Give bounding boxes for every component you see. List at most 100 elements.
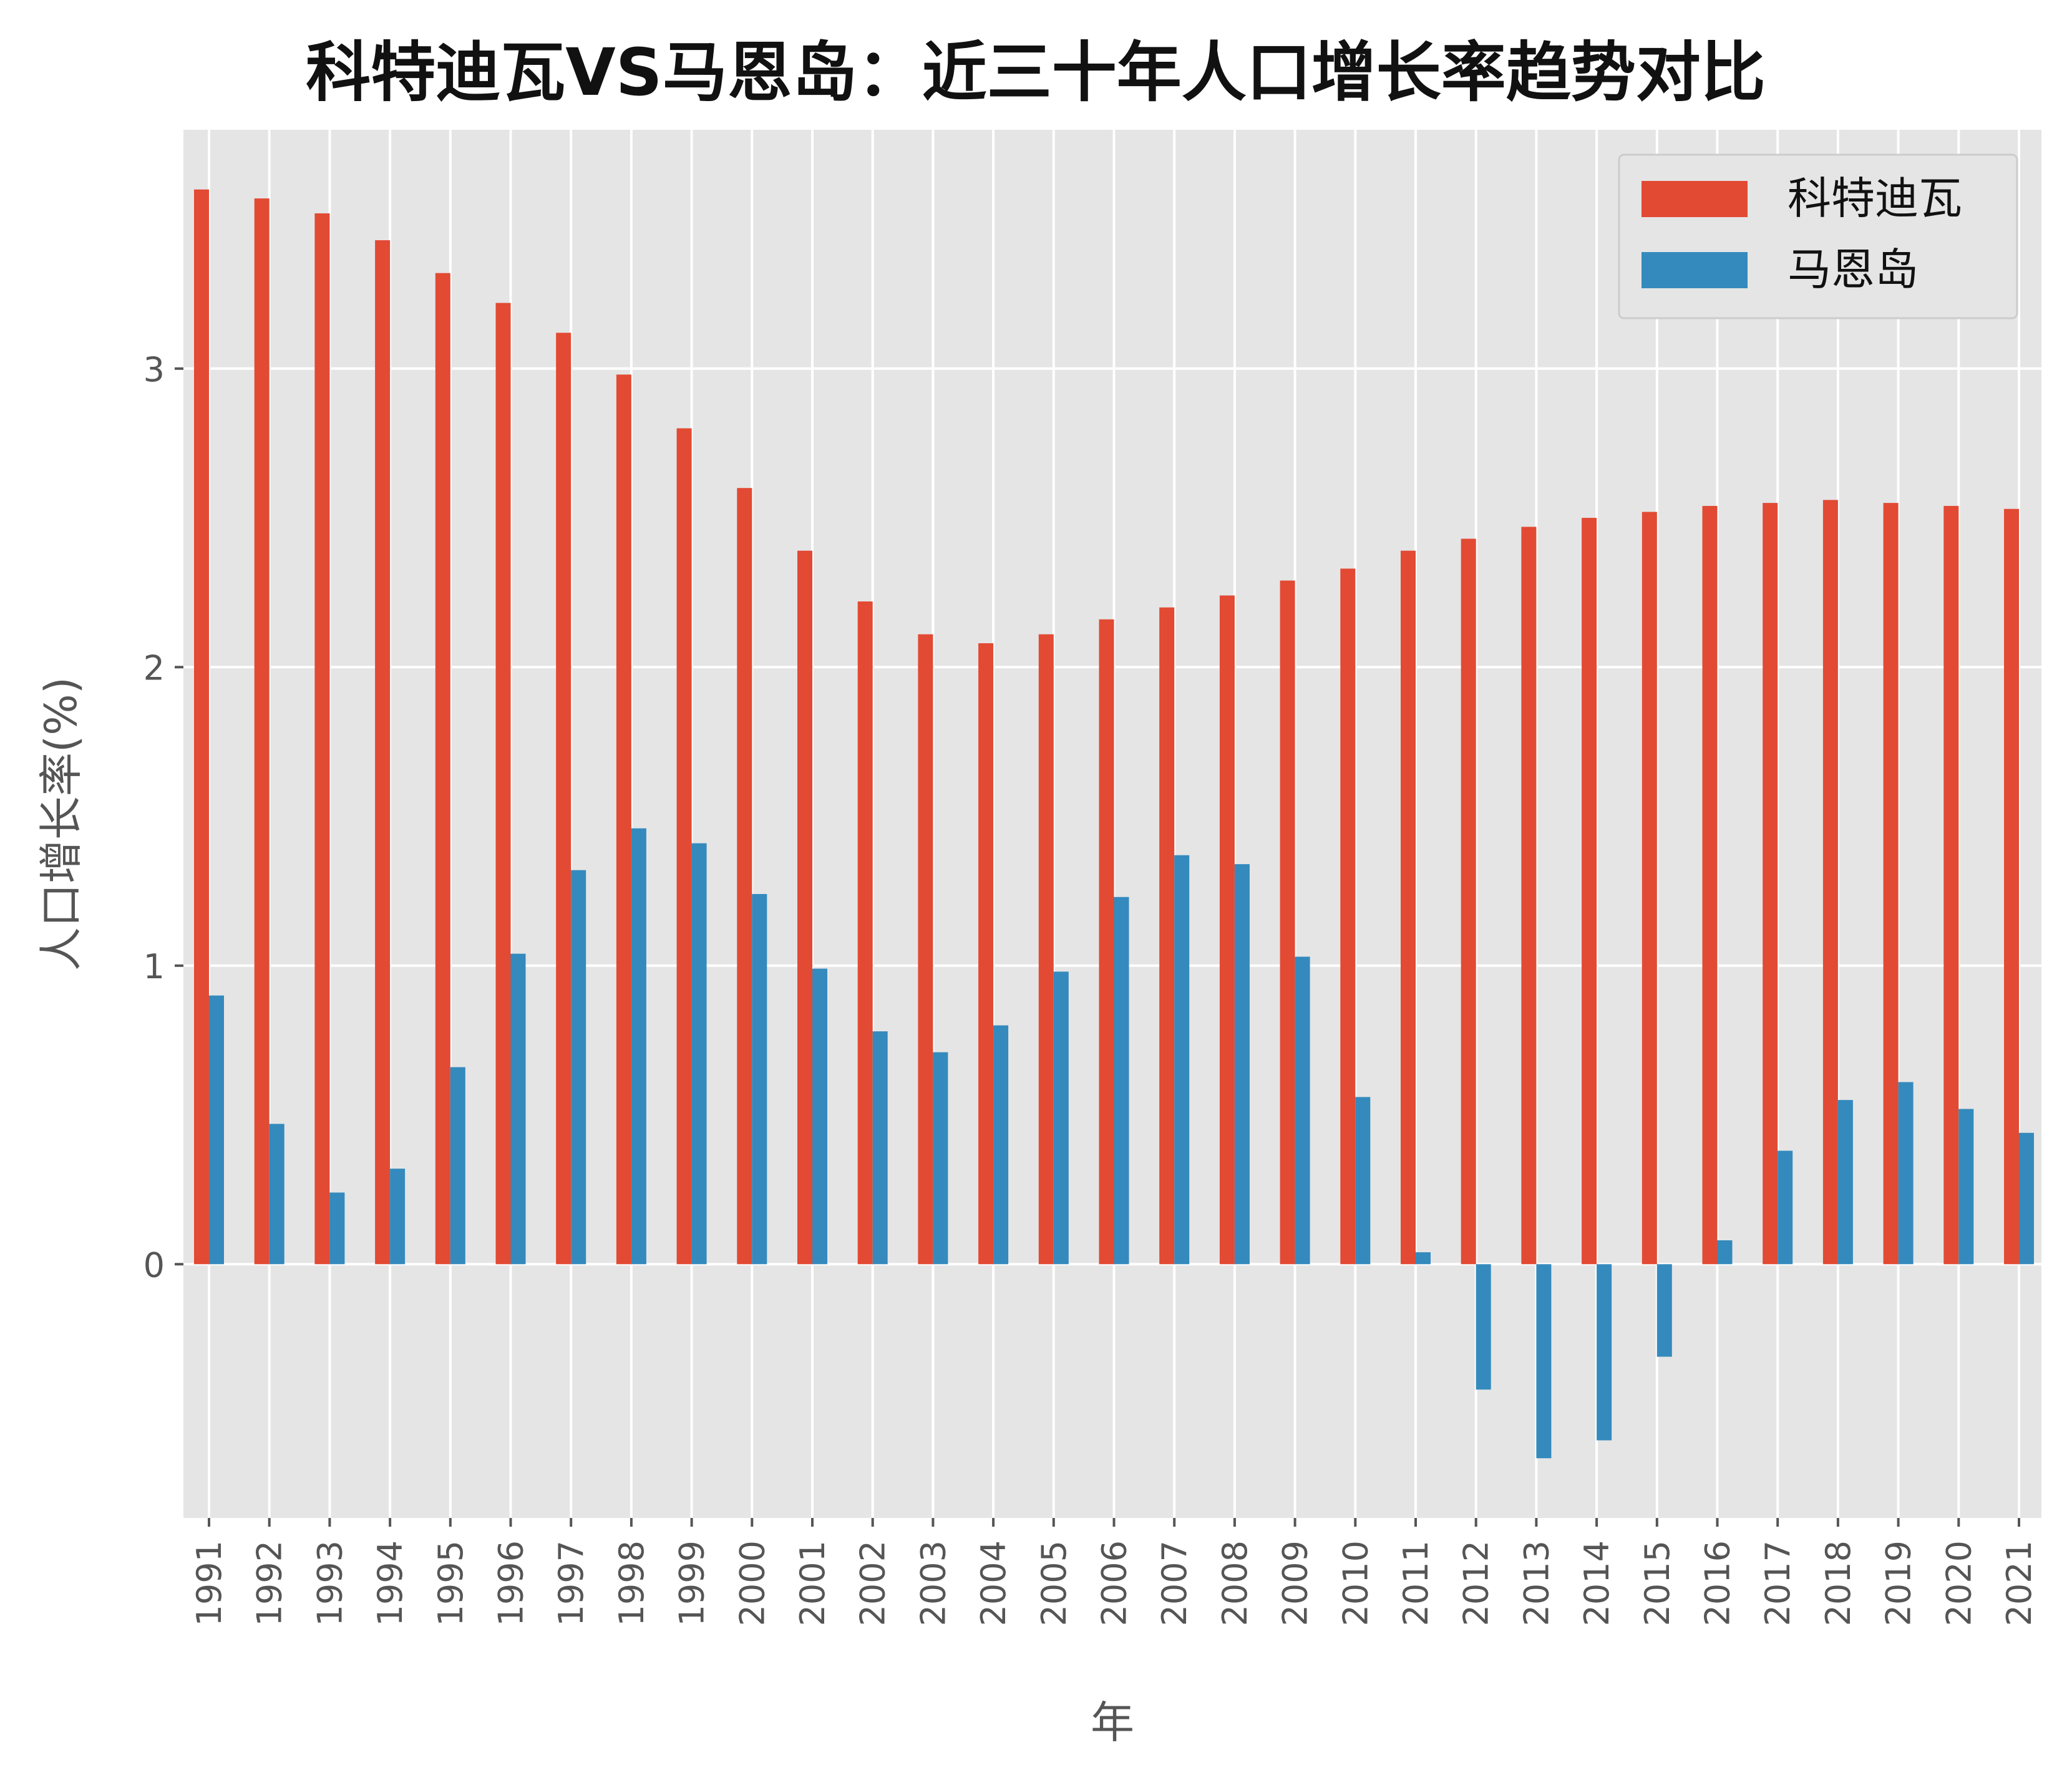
bar-2009-series-2 (1295, 956, 1310, 1265)
bar-1993-series-2 (329, 1192, 345, 1265)
bar-1993-series-1 (314, 213, 330, 1265)
x-tick-label: 2000 (732, 1540, 772, 1626)
bar-1998-series-2 (631, 828, 646, 1265)
bar-2003-series-1 (918, 634, 933, 1265)
bar-1991-series-1 (194, 189, 209, 1265)
x-tick-label: 1995 (431, 1540, 470, 1626)
x-tick-label: 2012 (1457, 1540, 1496, 1626)
bar-2008-series-2 (1234, 864, 1250, 1265)
bar-1999-series-1 (676, 428, 692, 1265)
bar-2001-series-2 (812, 968, 827, 1265)
x-tick-label: 1994 (371, 1540, 410, 1626)
bars (194, 189, 2034, 1459)
bar-1999-series-2 (691, 843, 707, 1265)
x-tick-label: 2021 (2000, 1540, 2039, 1626)
chart-title: 科特迪瓦VS马恩岛：近三十年人口增长率趋势对比 (306, 34, 1765, 110)
bar-2010-series-1 (1340, 568, 1356, 1265)
x-tick-label: 1998 (612, 1540, 651, 1626)
bar-2013-series-1 (1521, 527, 1537, 1265)
bar-1991-series-2 (209, 995, 224, 1265)
bar-2005-series-1 (1038, 634, 1054, 1265)
y-tick-label: 1 (143, 947, 165, 986)
y-axis-label: 人口增长率(%) (36, 677, 87, 971)
bar-2015-series-1 (1642, 512, 1657, 1265)
x-tick-label: 2016 (1698, 1540, 1738, 1626)
bar-2019-series-1 (1883, 503, 1899, 1265)
x-tick-label: 2002 (854, 1540, 893, 1626)
legend-label-1: 科特迪瓦 (1787, 173, 1962, 224)
bar-2020-series-1 (1943, 505, 1959, 1265)
bar-1995-series-1 (435, 273, 450, 1265)
bar-2020-series-2 (1958, 1109, 1974, 1265)
bar-2007-series-1 (1159, 607, 1175, 1265)
bar-2014-series-2 (1597, 1264, 1612, 1441)
axes: 0 1 2 3 1991 1992 1993 1994 1995 1996 1997 1998 1999… (143, 350, 2039, 1627)
bar-2017-series-1 (1763, 503, 1778, 1265)
bar-2004-series-2 (993, 1025, 1009, 1265)
bar-2006-series-2 (1114, 897, 1129, 1265)
x-tick-label: 2020 (1939, 1540, 1978, 1626)
bar-2011-series-1 (1401, 550, 1416, 1265)
bar-2021-series-2 (2019, 1132, 2034, 1265)
series-1-bars (194, 189, 2019, 1265)
x-tick-label: 2004 (974, 1540, 1013, 1626)
bar-2006-series-1 (1099, 619, 1114, 1265)
bar-1996-series-2 (510, 953, 526, 1265)
bar-2000-series-2 (752, 893, 767, 1265)
bar-2016-series-1 (1702, 505, 1718, 1265)
bar-2017-series-2 (1778, 1150, 1793, 1265)
bar-2019-series-2 (1898, 1082, 1914, 1265)
bar-2001-series-1 (797, 550, 812, 1265)
x-tick-label: 2006 (1095, 1540, 1134, 1626)
x-tick-label: 2009 (1276, 1540, 1315, 1626)
x-tick-label: 2010 (1336, 1540, 1375, 1626)
x-axis-label: 年 (1091, 1697, 1134, 1748)
bar-1992-series-1 (254, 198, 270, 1265)
x-tick-label: 1993 (310, 1540, 349, 1626)
x-tick-label: 2014 (1577, 1540, 1617, 1626)
bar-2003-series-2 (933, 1052, 948, 1265)
bar-1997-series-2 (571, 870, 586, 1265)
bar-2015-series-2 (1656, 1264, 1672, 1357)
bar-2009-series-1 (1280, 580, 1295, 1265)
bar-2021-series-1 (2004, 508, 2019, 1265)
legend-label-2: 马恩岛 (1787, 244, 1919, 295)
x-tick-label: 2015 (1638, 1540, 1677, 1626)
x-tick-label: 1991 (190, 1540, 229, 1626)
x-tick-label: 2001 (793, 1540, 832, 1626)
bar-1995-series-2 (450, 1067, 465, 1265)
x-tick-label: 2013 (1517, 1540, 1556, 1626)
bar-2007-series-2 (1174, 855, 1190, 1265)
x-tick-label: 2019 (1879, 1540, 1919, 1626)
x-tick-label: 1996 (492, 1540, 531, 1626)
bar-1994-series-2 (390, 1169, 406, 1265)
legend-swatch-2 (1642, 252, 1748, 288)
legend-swatch-1 (1642, 181, 1748, 217)
bar-2014-series-1 (1582, 518, 1597, 1265)
bar-2002-series-2 (872, 1031, 888, 1265)
bar-2000-series-1 (737, 488, 752, 1265)
x-tick-label: 1992 (250, 1540, 289, 1626)
x-tick-label: 2018 (1819, 1540, 1858, 1626)
bar-1997-series-1 (556, 333, 572, 1265)
y-tick-label: 3 (143, 350, 165, 389)
bar-2012-series-2 (1476, 1264, 1491, 1390)
x-tick-label: 2007 (1155, 1540, 1194, 1626)
bar-1992-series-2 (269, 1124, 285, 1265)
bar-2018-series-2 (1837, 1100, 1853, 1265)
bar-2011-series-2 (1416, 1252, 1431, 1265)
bar-2005-series-2 (1053, 971, 1069, 1265)
x-tick-label: 2011 (1396, 1540, 1436, 1626)
y-tick-label: 2 (143, 648, 165, 688)
bar-2008-series-1 (1219, 595, 1235, 1265)
y-tick-label: 0 (143, 1245, 165, 1285)
bar-2013-series-2 (1536, 1264, 1552, 1459)
bar-2018-series-1 (1822, 500, 1838, 1265)
x-tick-label: 1999 (673, 1540, 712, 1626)
bar-1996-series-1 (495, 303, 511, 1265)
x-tick-label: 1997 (552, 1540, 591, 1626)
x-tick-label: 2003 (913, 1540, 953, 1626)
